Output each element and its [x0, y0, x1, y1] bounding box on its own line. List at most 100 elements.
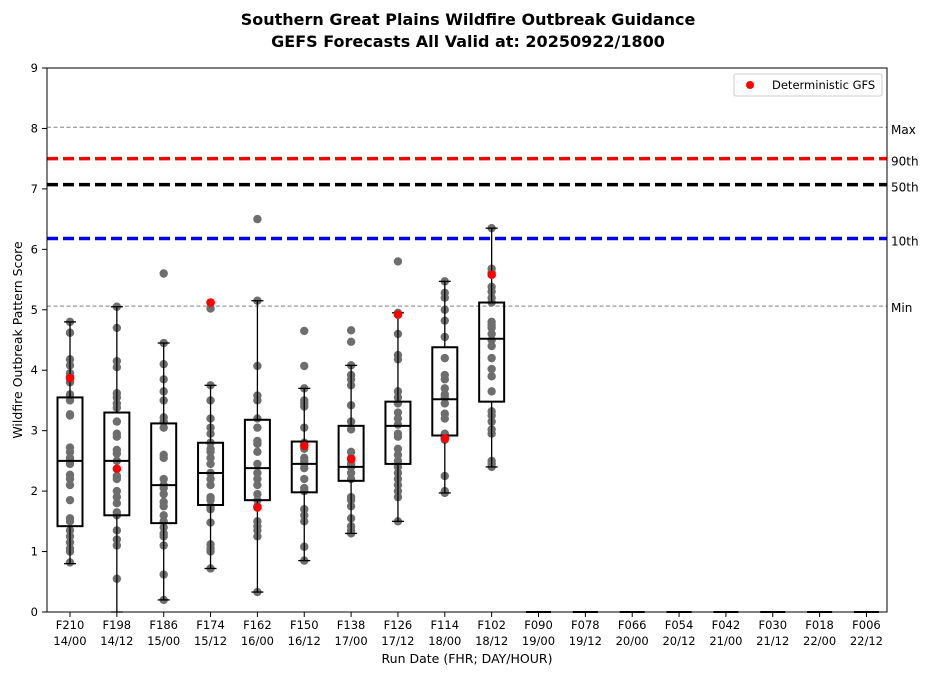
- x-tick-label-fhr-5: F150: [290, 618, 319, 632]
- member-point-4-14: [253, 489, 262, 499]
- member-point-0-12: [65, 447, 75, 457]
- member-point-1-12: [112, 449, 122, 458]
- y-tick-label-9: 9: [31, 61, 38, 75]
- x-tick-label-fhr-9: F102: [477, 618, 506, 632]
- chart-title-line-1: Southern Great Plains Wildfire Outbreak …: [241, 10, 696, 29]
- reference-label-10th: 10th: [891, 234, 919, 248]
- member-point-8-8: [440, 375, 449, 384]
- member-point-1-16: [112, 486, 122, 496]
- deterministic-point-5: [299, 441, 309, 451]
- x-tick-label-date-15: 21/12: [756, 634, 789, 648]
- plot-layer: 0 1 2 3 4 5 6 7 8 9 F210 14/00 F198 14/12 F186 15/00 F17…: [31, 61, 919, 648]
- member-point-0-19: [65, 495, 75, 505]
- member-point-6-9: [346, 447, 356, 457]
- member-point-5-12: [300, 463, 309, 473]
- x-tick-label-fhr-11: F078: [571, 618, 600, 632]
- member-point-1-10: [112, 432, 122, 441]
- x-tick-label-date-12: 20/00: [616, 634, 649, 648]
- x-tick-label-fhr-17: F006: [852, 618, 881, 632]
- reference-label-max: Max: [891, 123, 916, 137]
- member-point-2-8: [159, 423, 168, 432]
- member-point-2-14: [159, 489, 168, 499]
- member-point-2-0: [159, 269, 168, 278]
- member-point-4-12: [253, 474, 262, 484]
- member-point-7-0: [393, 257, 403, 266]
- reference-label-50th: 50th: [891, 181, 919, 195]
- y-tick-label-7: 7: [31, 182, 38, 196]
- member-point-7-14: [393, 450, 403, 460]
- member-point-4-11: [253, 468, 262, 478]
- member-point-4-8: [253, 439, 262, 449]
- member-point-3-14: [206, 480, 215, 490]
- legend-box: [733, 73, 883, 97]
- deterministic-point-9: [487, 270, 496, 280]
- plot-frame: [46, 67, 888, 613]
- x-tick-label-fhr-7: F126: [384, 618, 413, 632]
- x-tick-label-fhr-14: F042: [712, 618, 741, 632]
- box-7: [384, 400, 412, 465]
- y-tick-label-3: 3: [31, 424, 38, 438]
- member-point-0-10: [65, 411, 75, 420]
- member-point-3-10: [206, 453, 215, 463]
- x-tick-label-date-17: 22/12: [850, 634, 883, 648]
- member-point-4-9: [253, 447, 262, 457]
- member-point-3-9: [206, 447, 215, 457]
- deterministic-point-0: [65, 373, 75, 383]
- deterministic-point-3: [206, 298, 215, 307]
- box-2: [150, 422, 178, 525]
- member-point-1-8: [112, 417, 122, 426]
- member-point-6-8: [346, 425, 356, 434]
- member-point-6-1: [346, 337, 356, 347]
- member-point-5-0: [300, 326, 309, 336]
- box-1: [103, 411, 131, 517]
- member-point-4-13: [253, 480, 262, 490]
- member-point-9-13: [487, 353, 496, 363]
- member-point-8-6: [440, 353, 449, 363]
- x-tick-label-date-13: 20/12: [662, 634, 695, 648]
- member-point-0-17: [65, 474, 75, 484]
- y-axis-label: Wildfire Outbreak Pattern Score: [10, 241, 25, 439]
- member-point-3-16: [206, 495, 215, 505]
- x-tick-label-fhr-1: F198: [103, 618, 132, 632]
- x-tick-label-date-9: 18/12: [475, 634, 508, 648]
- y-tick-label-4: 4: [31, 363, 38, 377]
- member-point-2-16: [159, 502, 168, 511]
- x-tick-label-fhr-8: F114: [431, 618, 460, 632]
- deterministic-point-1: [112, 464, 122, 474]
- member-point-5-1: [300, 361, 309, 371]
- legend-label-deterministic-gfs: Deterministic GFS: [772, 78, 875, 92]
- deterministic-point-6: [346, 454, 356, 464]
- x-tick-label-fhr-3: F174: [196, 618, 225, 632]
- reference-label-90th: 90th: [891, 155, 919, 169]
- member-point-9-12: [487, 341, 496, 351]
- x-tick-label-date-6: 17/00: [335, 634, 368, 648]
- x-tick-label-date-4: 16/00: [241, 634, 274, 648]
- member-point-7-12: [393, 432, 403, 441]
- y-tick-label-6: 6: [31, 242, 38, 256]
- x-tick-label-fhr-13: F054: [665, 618, 694, 632]
- y-tick-label-8: 8: [31, 121, 38, 135]
- member-point-6-0: [346, 326, 356, 335]
- member-point-8-12: [440, 399, 449, 408]
- member-point-9-14: [487, 364, 496, 374]
- member-point-4-10: [253, 459, 262, 469]
- reference-label-min: Min: [891, 301, 912, 315]
- x-tick-label-date-1: 14/12: [100, 634, 133, 648]
- member-point-4-0: [253, 214, 262, 224]
- x-tick-label-date-0: 14/00: [53, 634, 86, 648]
- x-tick-label-fhr-12: F066: [618, 618, 647, 632]
- member-point-1-18: [112, 499, 122, 508]
- legend-marker-deterministic-gfs: [746, 81, 754, 89]
- x-tick-label-fhr-16: F018: [805, 618, 834, 632]
- x-tick-label-date-5: 16/12: [288, 634, 321, 648]
- member-point-7-10: [393, 420, 403, 429]
- y-tick-label-2: 2: [31, 484, 38, 498]
- x-tick-label-date-16: 22/00: [803, 634, 836, 648]
- member-point-4-6: [253, 423, 262, 432]
- member-point-9-16: [487, 387, 496, 396]
- member-point-7-13: [393, 444, 403, 453]
- x-tick-label-date-7: 17/12: [381, 634, 414, 648]
- chart-title-line-2: GEFS Forecasts All Valid at: 20250922/18…: [271, 32, 665, 51]
